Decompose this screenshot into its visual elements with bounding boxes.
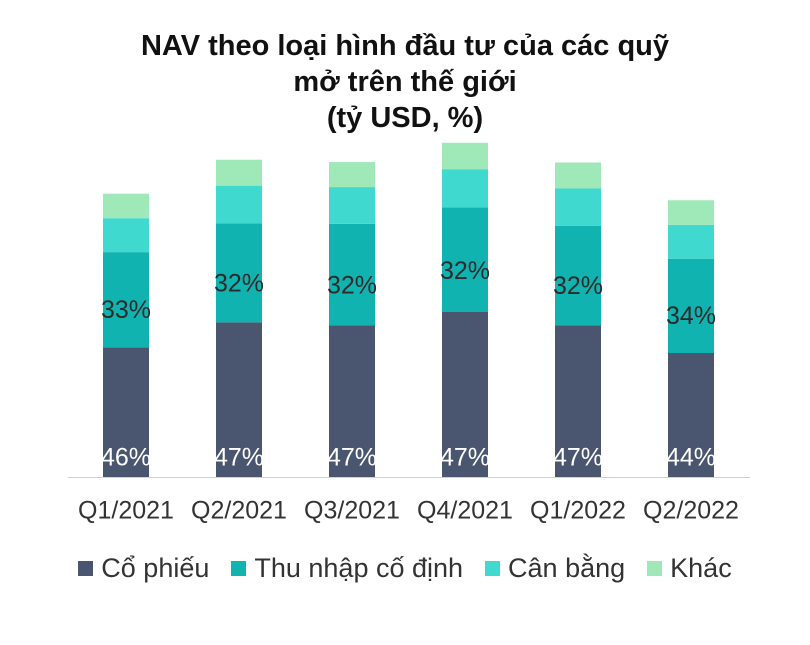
legend-item-3: Khác <box>647 553 732 584</box>
data-label-0-2: 47% <box>327 444 377 472</box>
data-label-1-5: 34% <box>666 302 716 330</box>
data-label-1-3: 32% <box>440 257 490 285</box>
bar-1-3 <box>442 207 488 312</box>
bar-1-4 <box>555 225 601 326</box>
legend-swatch-2 <box>485 561 501 576</box>
bar-0-4 <box>555 325 601 477</box>
bar-3-5 <box>668 200 714 225</box>
bar-3-4 <box>555 162 601 189</box>
bar-2-2 <box>329 187 375 224</box>
data-label-0-0: 46% <box>101 444 151 472</box>
legend-item-1: Thu nhập cố định <box>231 553 463 584</box>
bar-0-1 <box>216 322 262 477</box>
data-label-0-5: 44% <box>666 444 716 472</box>
chart-legend: Cổ phiếu Thu nhập cố định Cân bằng Khác <box>0 553 810 584</box>
x-tick-label-4: Q1/2022 <box>530 497 626 525</box>
bar-2-3 <box>442 169 488 208</box>
data-label-1-4: 32% <box>553 272 603 300</box>
data-label-0-3: 47% <box>440 444 490 472</box>
bar-2-1 <box>216 185 262 224</box>
data-label-1-1: 32% <box>214 269 264 297</box>
x-tick-label-2: Q3/2021 <box>304 497 400 525</box>
legend-label-2: Cân bằng <box>508 553 626 583</box>
title-line-3: (tỷ USD, %) <box>326 102 484 134</box>
bar-3-0 <box>103 193 149 219</box>
data-label-1-0: 33% <box>101 296 151 324</box>
title-line-1: NAV theo loại hình đầu tư của các quỹ <box>140 30 670 62</box>
data-label-1-2: 32% <box>327 271 377 299</box>
legend-label-0: Cổ phiếu <box>101 553 210 583</box>
bar-2-4 <box>555 188 601 226</box>
bar-3-3 <box>442 142 488 170</box>
bar-2-0 <box>103 218 149 253</box>
bar-1-0 <box>103 252 149 348</box>
bar-3-2 <box>329 162 375 188</box>
bar-1-2 <box>329 223 375 326</box>
legend-item-0: Cổ phiếu <box>78 553 209 584</box>
bar-1-5 <box>668 258 714 354</box>
x-tick-label-5: Q2/2022 <box>643 497 739 525</box>
x-tick-label-0: Q1/2021 <box>78 497 174 525</box>
legend-swatch-3 <box>647 561 663 576</box>
bar-0-3 <box>442 312 488 477</box>
bar-2-5 <box>668 224 714 259</box>
x-tick-label-1: Q2/2021 <box>191 497 287 525</box>
bar-0-2 <box>329 325 375 477</box>
x-tick-label-3: Q4/2021 <box>417 497 513 525</box>
title-line-2: mở trên thế giới <box>293 66 517 98</box>
data-label-0-4: 47% <box>553 444 603 472</box>
legend-item-2: Cân bằng <box>485 553 625 584</box>
legend-swatch-0 <box>78 561 94 576</box>
chart-title: NAV theo loại hình đầu tư của các quỹ mở… <box>0 28 810 136</box>
bar-1-1 <box>216 223 262 323</box>
legend-swatch-1 <box>231 561 247 576</box>
bar-0-5 <box>668 353 714 477</box>
legend-label-1: Thu nhập cố định <box>254 553 464 583</box>
bar-0-0 <box>103 347 149 477</box>
legend-label-3: Khác <box>670 553 732 583</box>
data-label-0-1: 47% <box>214 444 264 472</box>
bar-3-1 <box>216 159 262 186</box>
